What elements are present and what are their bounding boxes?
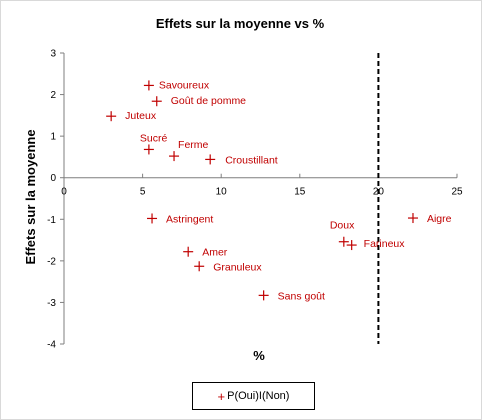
data-point-label: Amer	[202, 247, 228, 259]
data-point-label: Ferme	[178, 139, 208, 151]
y-tick-label: 0	[50, 173, 56, 184]
data-point-label: Juteux	[125, 110, 157, 122]
x-axis-title: %	[253, 348, 265, 363]
data-point-label: Doux	[330, 220, 355, 232]
data-point-label: Goût de pomme	[171, 95, 246, 107]
y-tick-label: -4	[47, 340, 56, 351]
y-tick-label: 1	[50, 132, 56, 143]
data-point-label: Aigre	[427, 213, 452, 225]
legend-entry-label: P(Oui)I(Non)	[227, 390, 290, 402]
y-tick-label: -3	[47, 298, 56, 309]
legend: + P(Oui)I(Non)	[192, 382, 315, 410]
y-axis-title: Effets sur la moyenne	[23, 129, 38, 264]
plus-marker-icon: +	[217, 388, 226, 404]
data-point-label: Sans goût	[278, 290, 325, 302]
data-point-label: Granuleux	[213, 261, 262, 273]
y-tick-label: 3	[50, 49, 56, 60]
chart-title: Effets sur la moyenne vs %	[156, 16, 325, 31]
x-tick-label: 0	[61, 187, 67, 198]
x-tick-label: 10	[216, 187, 228, 198]
x-tick-label: 15	[294, 187, 306, 198]
x-tick-label: 5	[140, 187, 146, 198]
data-point-label: Sucré	[140, 132, 168, 144]
y-tick-label: -1	[47, 215, 56, 226]
data-point-label: Farineux	[364, 238, 406, 250]
x-tick-label: 25	[451, 187, 463, 198]
y-tick-label: 2	[50, 90, 56, 101]
data-point-label: Croustillant	[225, 154, 278, 166]
data-point-label: Savoureux	[159, 79, 210, 91]
y-tick-label: -2	[47, 256, 56, 267]
data-point-label: Astringent	[166, 213, 213, 225]
